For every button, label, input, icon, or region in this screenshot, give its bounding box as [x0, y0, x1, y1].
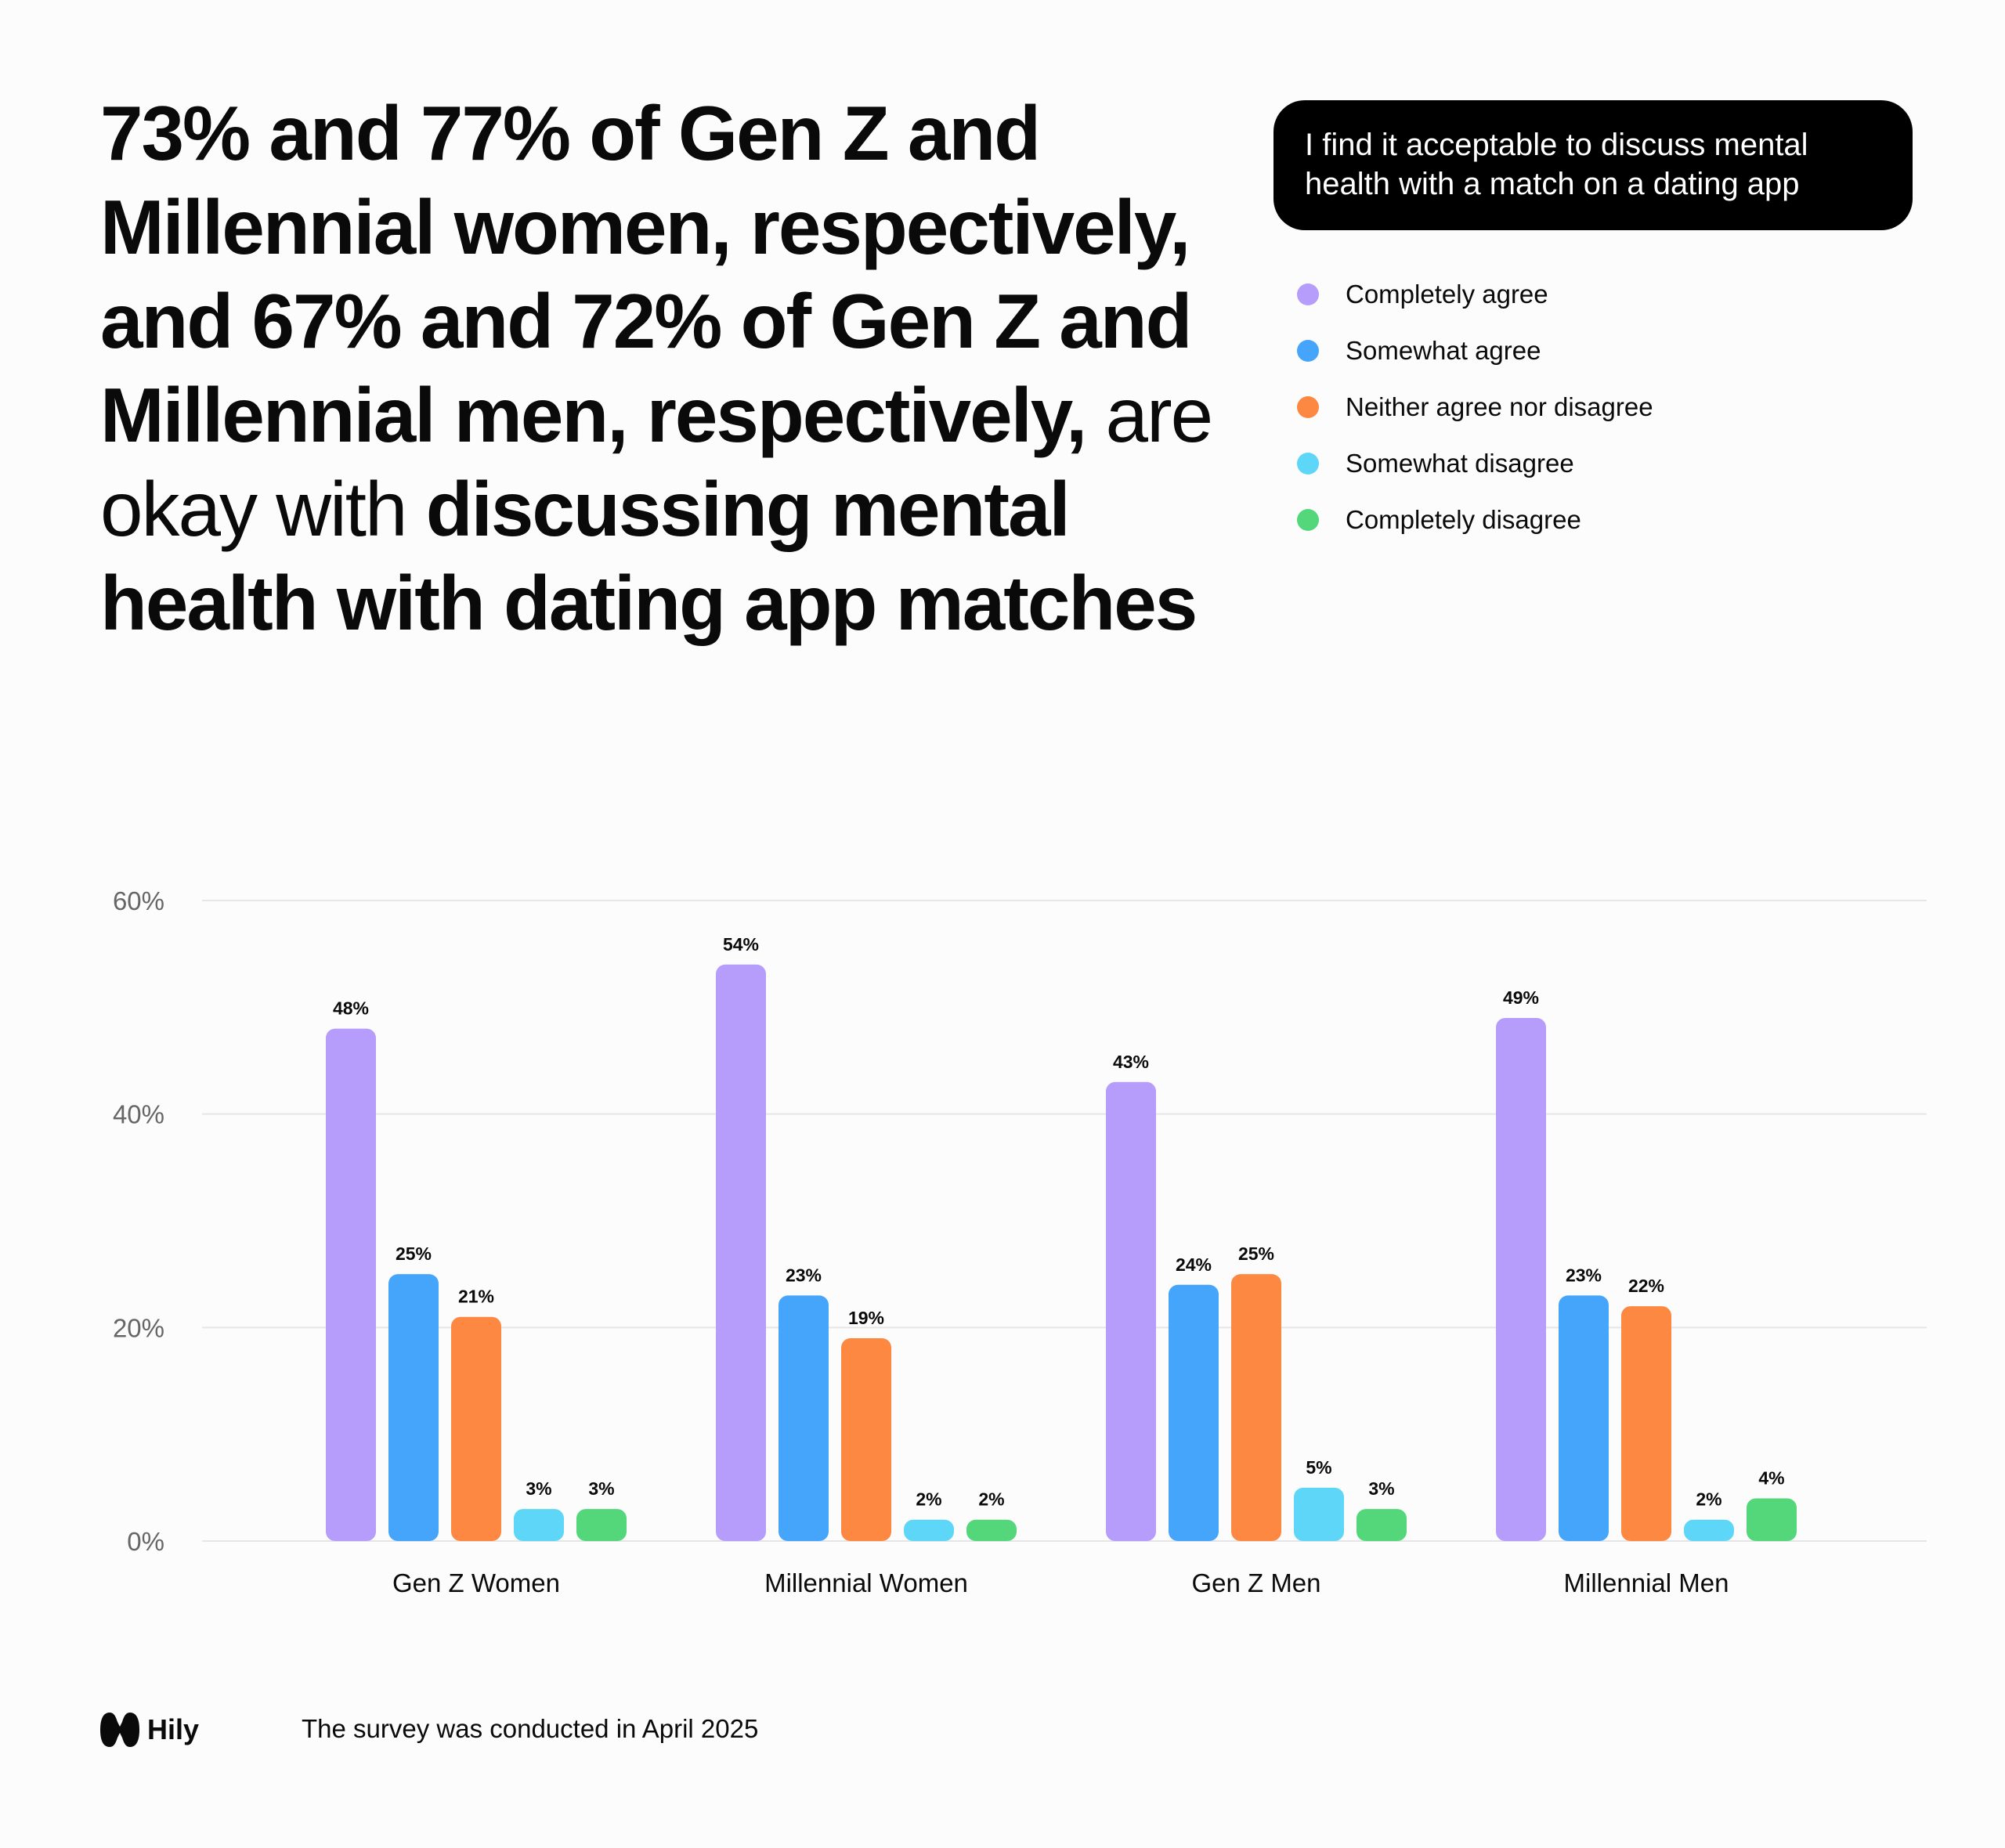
bars [326, 964, 1797, 1541]
legend-item: Somewhat disagree [1297, 435, 1653, 492]
hily-logo-icon [100, 1713, 139, 1747]
data-label: 48% [333, 998, 369, 1019]
legend-swatch [1297, 453, 1319, 475]
legend-swatch [1297, 340, 1319, 362]
legend-swatch [1297, 283, 1319, 305]
question-text: I find it acceptable to discuss mental h… [1305, 128, 1808, 201]
bar [514, 1509, 564, 1541]
data-label: 23% [786, 1265, 822, 1285]
bar [1621, 1306, 1671, 1541]
headline-segment: are okay with [100, 372, 1213, 552]
question-box: I find it acceptable to discuss mental h… [1273, 100, 1913, 230]
bar [1559, 1295, 1609, 1541]
data-label: 2% [916, 1489, 941, 1510]
data-label: 49% [1503, 987, 1539, 1008]
bar [451, 1316, 501, 1541]
bar [1294, 1487, 1344, 1541]
data-label: 2% [1696, 1489, 1721, 1510]
legend-label: Somewhat agree [1346, 336, 1541, 365]
headline-segment: discussing mental health with dating app… [100, 466, 1198, 646]
legend-swatch [1297, 509, 1319, 531]
bar [1231, 1274, 1281, 1541]
legend-label: Somewhat disagree [1346, 449, 1574, 478]
y-tick-labels: 0% 20% 40% 60% [113, 886, 164, 1556]
legend-label: Neither agree nor disagree [1346, 392, 1653, 421]
bar [1684, 1519, 1734, 1541]
legend-item: Neither agree nor disagree [1297, 379, 1653, 435]
data-label: 3% [526, 1478, 551, 1499]
data-label: 3% [588, 1478, 614, 1499]
x-tick-label: Millennial Men [1564, 1568, 1729, 1597]
x-tick-label: Gen Z Women [392, 1568, 560, 1597]
bar [779, 1295, 829, 1541]
hily-logo: Hily [100, 1711, 199, 1749]
survey-note: The survey was conducted in April 2025 [302, 1714, 759, 1743]
bar [1747, 1498, 1797, 1541]
legend-swatch [1297, 396, 1319, 418]
data-label: 25% [1238, 1243, 1274, 1264]
bar [966, 1519, 1017, 1541]
hily-logo-text: Hily [147, 1713, 200, 1745]
data-label: 43% [1113, 1052, 1149, 1072]
data-label: 24% [1176, 1254, 1212, 1275]
legend-item: Completely agree [1297, 266, 1653, 323]
data-label: 21% [458, 1287, 494, 1307]
legend-item: Completely disagree [1297, 492, 1653, 548]
data-label: 4% [1758, 1467, 1784, 1488]
legend-item: Somewhat agree [1297, 323, 1653, 379]
bar [1169, 1284, 1219, 1541]
data-labels: 48% 25% 21% 3% 3% 54% 23% 19% 2% 2% 43% 24% 25% 5% 3% 4… [333, 934, 1785, 1510]
bar [1357, 1509, 1407, 1541]
bar [1496, 1017, 1546, 1541]
y-tick-label: 20% [113, 1313, 164, 1342]
y-tick-label: 60% [113, 886, 164, 915]
headline-segment: 73% and 77% of Gen Z and Millennial wome… [100, 90, 1193, 458]
footer: Hily The survey was conducted in April 2… [100, 1711, 758, 1749]
x-tick-label: Millennial Women [764, 1568, 968, 1597]
data-label: 25% [396, 1243, 432, 1264]
legend-label: Completely agree [1346, 280, 1548, 309]
data-label: 22% [1628, 1276, 1664, 1296]
legend-label: Completely disagree [1346, 505, 1581, 534]
data-label: 54% [723, 934, 759, 955]
bar [576, 1509, 627, 1541]
data-label: 19% [848, 1308, 884, 1328]
bar [388, 1274, 439, 1541]
x-tick-label: Gen Z Men [1191, 1568, 1320, 1597]
bar [1106, 1081, 1156, 1541]
headline: 73% and 77% of Gen Z and Millennial wome… [100, 86, 1228, 650]
data-label: 23% [1566, 1265, 1602, 1285]
data-label: 5% [1306, 1457, 1331, 1478]
bar-chart: 0% 20% 40% 60% 48% 25% 21% 3% 3% 54% 23% 19% 2% 2% 43… [113, 886, 1927, 1597]
y-tick-label: 40% [113, 1100, 164, 1129]
data-label: 2% [978, 1489, 1004, 1510]
data-label: 3% [1368, 1478, 1394, 1499]
bar [904, 1519, 954, 1541]
legend: Completely agree Somewhat agree Neither ag… [1297, 266, 1653, 548]
bar [716, 964, 766, 1541]
bar [326, 1028, 376, 1541]
bar [841, 1337, 891, 1541]
x-tick-labels: Gen Z Women Millennial Women Gen Z Men Mill… [392, 1568, 1729, 1597]
y-tick-label: 0% [127, 1527, 164, 1556]
